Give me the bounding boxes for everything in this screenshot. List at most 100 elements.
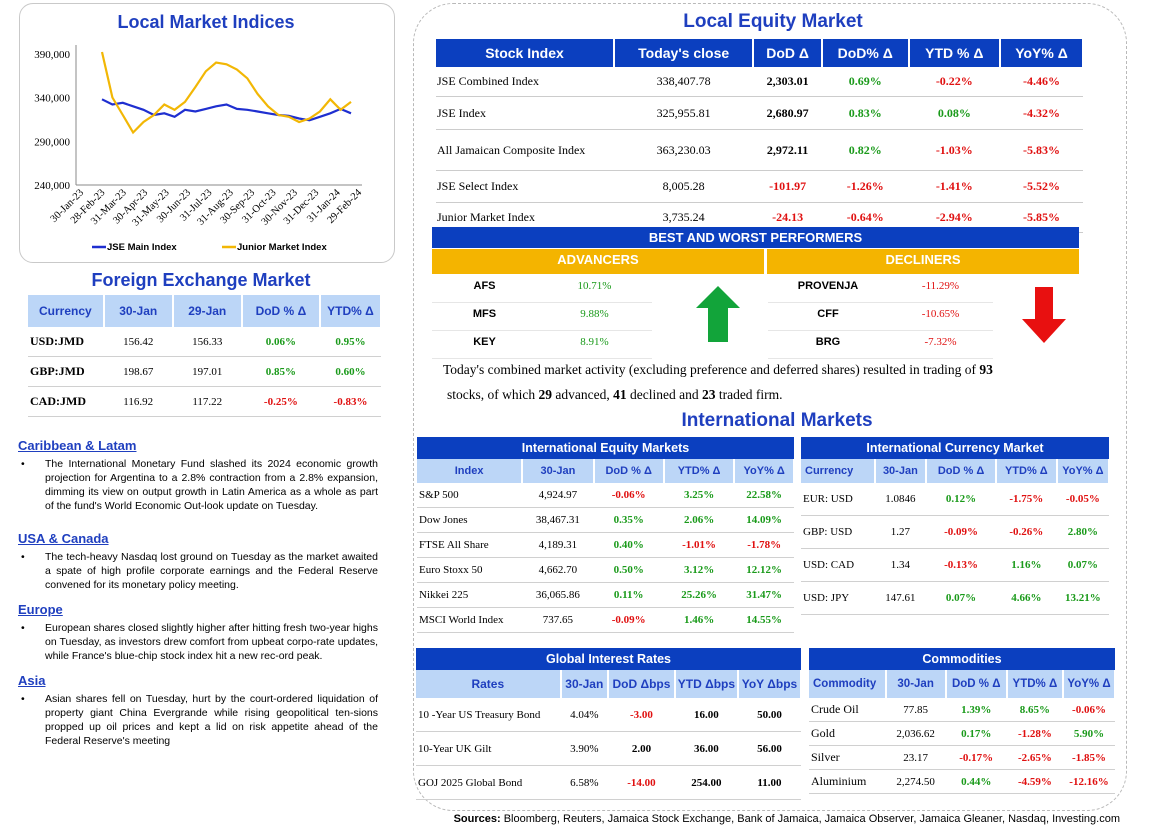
down-arrow-icon (1022, 287, 1066, 343)
table-cell: 23.17 (885, 745, 946, 770)
table-cell: 4,662.70 (522, 557, 594, 583)
table-cell: -101.97 (753, 170, 822, 203)
table-cell: 31.47% (734, 582, 794, 608)
news-region[interactable]: USA & Canada (18, 531, 109, 546)
table-cell: CAD:JMD (28, 386, 104, 417)
column-header: Commodity (809, 670, 887, 698)
news-section: Caribbean & Latam The International Monet… (18, 438, 378, 758)
column-header: 30-Jan (103, 295, 174, 327)
table-cell: GOJ 2025 Global Bond (416, 765, 561, 800)
table-cell: 5.90% (1063, 721, 1115, 746)
table-cell: 0.85% (241, 356, 320, 387)
column-header: DoD% Δ (821, 39, 910, 67)
table-cell: 56.00 (737, 731, 801, 766)
table-cell: USD:JMD (28, 327, 104, 357)
table-cell: JSE Combined Index (436, 67, 614, 97)
indices-chart-panel (19, 3, 395, 263)
column-header: YoY% Δ (999, 39, 1085, 67)
column-header: YTD% Δ (1006, 670, 1065, 698)
decliners-header: DECLINERS (767, 249, 1079, 274)
table-cell: 338,407.78 (614, 67, 754, 97)
table-cell: -4.46% (999, 67, 1083, 97)
performer-change: 10.71% (577, 280, 612, 292)
table-cell: EUR: USD (801, 483, 875, 516)
table-cell: -0.06% (593, 483, 664, 508)
summary-text-3: advanced, (552, 387, 614, 402)
table-cell: 1.27 (874, 515, 927, 549)
chart-title: Local Market Indices (117, 12, 295, 32)
summary-total: 93 (979, 362, 993, 377)
table-cell: Nikkei 225 (417, 582, 523, 608)
table-cell: Gold (809, 721, 886, 746)
table-cell: -1.75% (995, 483, 1057, 516)
table-cell: 116.92 (103, 386, 173, 417)
table-cell: -1.41% (908, 170, 1000, 203)
summary-firm: 23 (701, 387, 716, 402)
table-cell: 3.12% (663, 557, 735, 583)
column-header: 30-Jan (560, 670, 610, 698)
table-cell: 6.58% (560, 765, 608, 800)
table-cell: 36.00 (674, 731, 738, 766)
table-cell: MSCI World Index (417, 607, 523, 633)
table-cell: -14.00 (608, 765, 675, 800)
table-cell: 0.35% (593, 507, 664, 533)
column-header: Currency (801, 459, 876, 483)
sources-label: Sources: (453, 813, 501, 825)
table-cell: 4.66% (995, 581, 1057, 615)
advancers-header: ADVANCERS (432, 249, 764, 274)
news-region[interactable]: Europe (18, 602, 63, 617)
performer-change: -7.32% (924, 336, 957, 348)
table-row: USD:JMD 156.42 156.33 0.06% 0.95% (28, 327, 381, 357)
news-region[interactable]: Asia (18, 673, 46, 688)
column-header: Index (417, 459, 524, 483)
market-summary: Today's combined market activity (exclud… (443, 357, 1083, 407)
table-cell: -0.05% (1056, 483, 1109, 516)
column-header: YoY% Δ (1056, 459, 1111, 483)
table-cell: 13.21% (1056, 581, 1109, 615)
table-cell: 0.50% (593, 557, 664, 583)
table-cell: -1.28% (1006, 721, 1064, 746)
fx-title: Foreign Exchange Market (91, 270, 311, 290)
table-cell: 3.25% (663, 483, 735, 508)
table-cell: 10-Year UK Gilt (416, 731, 561, 766)
table-cell: -0.13% (926, 548, 996, 582)
sources-line: Sources: Bloomberg, Reuters, Jamaica Sto… (420, 813, 1120, 825)
table-row: USD: JPY 147.61 0.07% 4.66% 13.21% (801, 581, 1109, 615)
performer-row: PROVENJA -11.29% (768, 275, 993, 303)
performer-symbol: AFS (473, 280, 496, 292)
table-row: EUR: USD 1.0846 0.12% -1.75% -0.05% (801, 483, 1109, 516)
table-cell: 25.26% (663, 582, 735, 608)
column-header: YoY% Δ (734, 459, 795, 483)
table-cell: -1.01% (663, 532, 735, 558)
summary-advanced: 29 (538, 387, 553, 402)
column-header: YTD % Δ (908, 39, 1001, 67)
performer-symbol: KEY (473, 336, 496, 348)
table-row: JSE Select Index 8,005.28 -101.97 -1.26% -1.… (436, 170, 1083, 203)
performer-symbol: PROVENJA (797, 280, 859, 292)
table-cell: 0.12% (926, 483, 996, 516)
table-row: Dow Jones 38,467.31 0.35% 2.06% 14.09% (417, 507, 794, 533)
table-cell: 0.07% (1056, 548, 1109, 582)
table-cell: 737.65 (522, 607, 594, 633)
table-cell: 0.82% (821, 129, 909, 171)
table-cell: 156.33 (172, 327, 242, 357)
table-cell: JSE Index (436, 96, 614, 130)
table-row: S&P 500 4,924.97 -0.06% 3.25% 22.58% (417, 483, 794, 508)
table-cell: 0.83% (821, 96, 909, 130)
news-block: Caribbean & Latam The International Monet… (18, 438, 378, 513)
table-cell: 0.95% (320, 327, 381, 357)
table-cell: 0.44% (945, 769, 1007, 794)
series-line-jse-main (101, 98, 352, 122)
table-title: International Equity Markets (417, 437, 794, 459)
legend-label: JSE Main Index (107, 242, 177, 253)
table-cell: Euro Stoxx 50 (417, 557, 523, 583)
table-cell: 254.00 (674, 765, 738, 800)
column-header: DoD Δ (753, 39, 823, 67)
table-cell: 2.80% (1056, 515, 1109, 549)
table-row: 10 -Year US Treasury Bond 4.04% -3.00 16.00… (416, 698, 801, 732)
table-cell: 1.34 (874, 548, 927, 582)
column-header: DoD % Δ (945, 670, 1008, 698)
news-region[interactable]: Caribbean & Latam (18, 438, 137, 453)
intl-currency-table: International Currency Market Currency 30-… (801, 437, 1111, 615)
equity-title: Local Equity Market (683, 11, 863, 32)
